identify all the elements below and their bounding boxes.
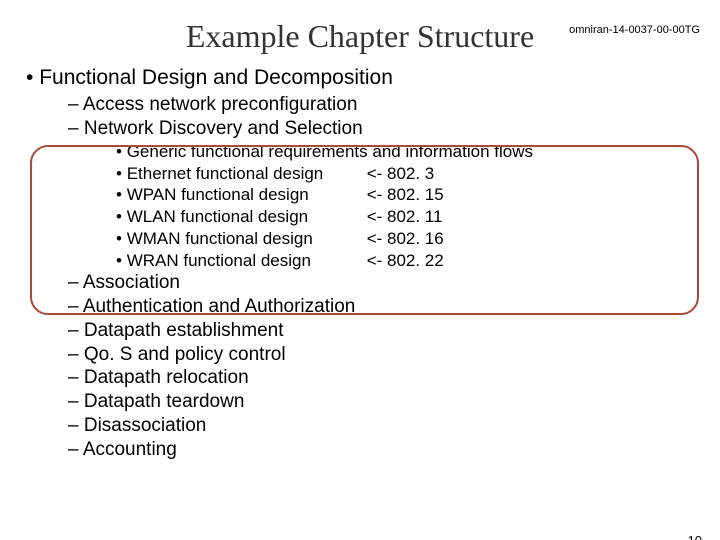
bullet-l3: Generic functional requirements and info… xyxy=(116,141,700,163)
bullet-l3: WLAN functional design<- 802. 11 xyxy=(116,206,700,228)
bullet-l3-ref: <- 802. 22 xyxy=(367,251,444,270)
bullet-l2-text: Datapath teardown xyxy=(84,391,245,412)
bullet-l2: Authentication and Authorization xyxy=(68,295,700,319)
bullet-l2: Access network preconfiguration xyxy=(68,93,700,117)
level3-group: Generic functional requirements and info… xyxy=(68,141,700,272)
bullet-l2-text: Datapath establishment xyxy=(84,320,284,341)
bullet-l2-text: Access network preconfiguration xyxy=(83,94,358,115)
bullet-l2-text: Qo. S and policy control xyxy=(84,344,286,365)
bullet-l3-ref: <- 802. 16 xyxy=(367,229,444,248)
bullet-l3-ref: <- 802. 11 xyxy=(367,207,443,226)
bullet-l2: Qo. S and policy control xyxy=(68,343,700,367)
bullet-l3-label: WLAN functional design xyxy=(127,206,367,228)
doc-id: omniran-14-0037-00-00TG xyxy=(569,24,700,36)
page-number: 10 xyxy=(688,533,702,540)
bullet-l2: Association xyxy=(68,271,700,295)
bullet-l3: Ethernet functional design<- 802. 3 xyxy=(116,163,700,185)
bullet-l2: Accounting xyxy=(68,438,700,462)
level2-group-a: Access network preconfiguration Network … xyxy=(30,93,700,461)
bullet-l3-ref: <- 802. 3 xyxy=(367,164,435,183)
bullet-l2-text: Authentication and Authorization xyxy=(83,296,356,317)
bullet-l2-text: Network Discovery and Selection xyxy=(84,118,363,139)
bullet-l2: Datapath establishment xyxy=(68,319,700,343)
bullet-l3: WMAN functional design<- 802. 16 xyxy=(116,228,700,250)
bullet-l3-label: Ethernet functional design xyxy=(127,163,367,185)
content-area: Functional Design and Decomposition Acce… xyxy=(0,65,720,461)
bullet-l2: Datapath relocation xyxy=(68,366,700,390)
bullet-l2-text: Association xyxy=(83,272,180,293)
bullet-l3-label: WMAN functional design xyxy=(127,228,367,250)
bullet-l3-text: Generic functional requirements and info… xyxy=(127,142,533,161)
bullet-l2: Disassociation xyxy=(68,414,700,438)
bullet-l1-text: Functional Design and Decomposition xyxy=(39,66,393,89)
bullet-l2: Datapath teardown xyxy=(68,390,700,414)
bullet-l3: WRAN functional design<- 802. 22 xyxy=(116,250,700,272)
bullet-l2-text: Disassociation xyxy=(84,415,207,436)
bullet-l2: Network Discovery and Selection xyxy=(68,117,700,141)
bullet-l3: WPAN functional design<- 802. 15 xyxy=(116,184,700,206)
bullet-l2-text: Accounting xyxy=(83,439,177,460)
bullet-l1: Functional Design and Decomposition xyxy=(30,65,700,91)
bullet-l3-label: WRAN functional design xyxy=(127,250,367,272)
bullet-l3-ref: <- 802. 15 xyxy=(367,185,444,204)
bullet-l2-text: Datapath relocation xyxy=(84,367,249,388)
bullet-l3-label: WPAN functional design xyxy=(127,184,367,206)
